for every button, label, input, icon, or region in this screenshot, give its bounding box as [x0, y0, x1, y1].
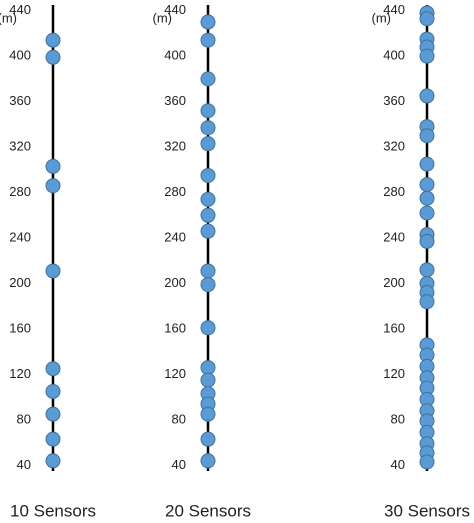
y-tick-label: 360 [383, 93, 405, 108]
y-tick-label: 240 [164, 229, 186, 244]
sensor [45, 361, 61, 377]
sensor [45, 406, 61, 422]
sensor [419, 205, 435, 221]
y-tick-label: 240 [383, 229, 405, 244]
sensor [200, 103, 216, 119]
y-axis-label: (m) [153, 10, 173, 25]
sensor [419, 88, 435, 104]
sensor [45, 383, 61, 399]
y-tick-label: 160 [164, 320, 186, 335]
sensor [45, 32, 61, 48]
sensor [45, 49, 61, 65]
sensor [200, 136, 216, 152]
y-tick-label: 80 [391, 411, 405, 426]
y-tick-label: 120 [9, 366, 31, 381]
chart-title: 20 Sensors [165, 501, 251, 520]
sensor [419, 156, 435, 172]
y-tick-label: 160 [383, 320, 405, 335]
y-tick-label: 200 [383, 275, 405, 290]
sensor [419, 262, 435, 278]
y-tick-label: 280 [164, 184, 186, 199]
y-tick-label: 320 [164, 139, 186, 154]
y-tick-label: 200 [9, 275, 31, 290]
sensor [200, 32, 216, 48]
sensor [45, 431, 61, 447]
y-tick-label: 120 [164, 366, 186, 381]
sensor [45, 263, 61, 279]
sensor [419, 454, 435, 470]
sensor [45, 178, 61, 194]
sensor [419, 11, 435, 27]
y-tick-label: 40 [172, 457, 186, 472]
y-tick-label: 320 [9, 139, 31, 154]
sensor [200, 406, 216, 422]
sensor [200, 207, 216, 223]
y-tick-label: 40 [17, 457, 31, 472]
sensor [419, 48, 435, 64]
y-tick-label: 440 [164, 2, 186, 17]
sensor [200, 167, 216, 183]
sensor [200, 277, 216, 293]
y-tick-label: 80 [172, 411, 186, 426]
y-tick-label: 440 [383, 2, 405, 17]
y-tick-label: 280 [9, 184, 31, 199]
y-tick-label: 440 [9, 2, 31, 17]
y-tick-label: 80 [17, 411, 31, 426]
sensor [200, 431, 216, 447]
sensor [200, 71, 216, 87]
y-tick-label: 400 [9, 48, 31, 63]
y-axis-label: (m) [0, 10, 17, 25]
sensor [419, 294, 435, 310]
y-tick-label: 320 [383, 139, 405, 154]
y-tick-label: 160 [9, 320, 31, 335]
y-tick-label: 120 [383, 366, 405, 381]
chart-title: 10 Sensors [10, 501, 96, 520]
sensor [45, 158, 61, 174]
sensor [419, 233, 435, 249]
y-tick-label: 200 [164, 275, 186, 290]
sensor [419, 177, 435, 193]
y-tick-label: 360 [9, 93, 31, 108]
sensor [200, 263, 216, 279]
sensor [200, 453, 216, 469]
sensor [200, 372, 216, 388]
sensor [200, 360, 216, 376]
y-tick-label: 400 [383, 48, 405, 63]
sensor [200, 191, 216, 207]
y-tick-label: 40 [391, 457, 405, 472]
sensor [200, 320, 216, 336]
sensor [200, 120, 216, 136]
y-tick-label: 280 [383, 184, 405, 199]
y-axis-label: (m) [372, 10, 392, 25]
chart-title: 30 Sensors [384, 501, 470, 520]
sensor [200, 223, 216, 239]
sensor [419, 128, 435, 144]
y-tick-label: 360 [164, 93, 186, 108]
sensor [45, 453, 61, 469]
y-tick-label: 240 [9, 229, 31, 244]
sensor [200, 14, 216, 30]
sensor [419, 190, 435, 206]
y-tick-label: 400 [164, 48, 186, 63]
